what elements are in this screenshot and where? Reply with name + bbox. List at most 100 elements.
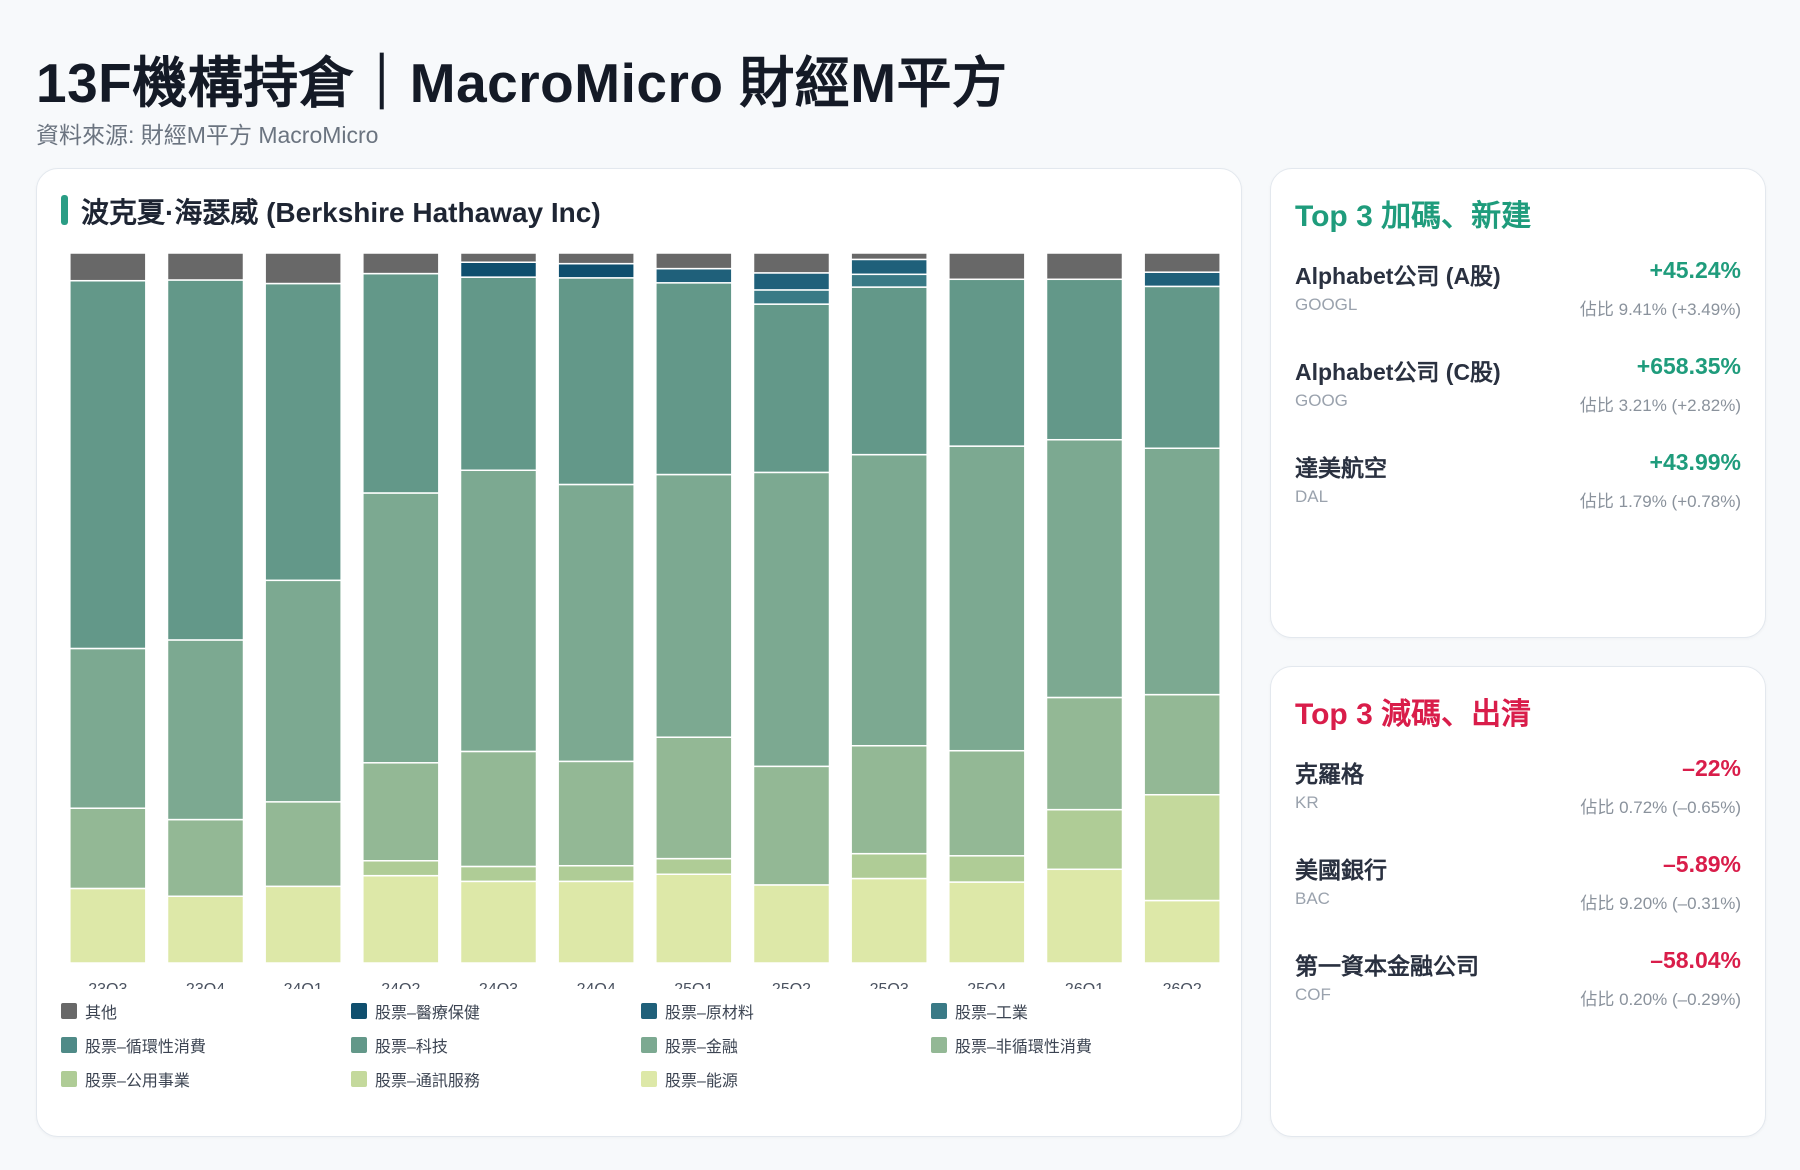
legend-item[interactable]: 股票–能源	[641, 1069, 931, 1090]
bar-segment[interactable]	[557, 277, 635, 486]
bar-segment[interactable]	[655, 282, 733, 476]
bar-segment[interactable]	[752, 471, 831, 768]
bar-segment[interactable]	[69, 252, 147, 282]
bar-segment[interactable]	[166, 895, 245, 964]
bar-segment[interactable]	[1045, 278, 1124, 441]
bar-segment[interactable]	[752, 303, 831, 474]
legend-item[interactable]: 股票–非循環性消費	[931, 1035, 1221, 1056]
bar-segment[interactable]	[362, 860, 440, 877]
bar-stack-26Q2[interactable]	[1143, 252, 1221, 964]
bar-segment[interactable]	[1045, 696, 1124, 811]
bar-stack-25Q2[interactable]	[752, 252, 831, 964]
bar-segment[interactable]	[459, 261, 538, 278]
bar-segment[interactable]	[850, 273, 928, 288]
holding-row[interactable]: Alphabet公司 (C股) +658.35% GOOG 佔比 3.21% (…	[1295, 353, 1741, 419]
bar-segment[interactable]	[557, 262, 635, 279]
bar-segment[interactable]	[948, 881, 1026, 964]
bar-segment[interactable]	[655, 873, 733, 964]
bar-segment[interactable]	[557, 760, 635, 867]
bar-segment[interactable]	[655, 267, 733, 284]
bar-stack-24Q2[interactable]	[362, 252, 440, 964]
bar-segment[interactable]	[1045, 808, 1124, 871]
bar-segment[interactable]	[752, 765, 831, 886]
legend-item[interactable]: 股票–通訊服務	[351, 1069, 641, 1090]
bar-segment[interactable]	[1143, 793, 1221, 902]
bar-segment[interactable]	[459, 252, 538, 263]
bar-segment[interactable]	[264, 252, 342, 285]
bar-segment[interactable]	[362, 272, 440, 494]
bar-segment[interactable]	[850, 852, 928, 880]
legend-item[interactable]: 股票–科技	[351, 1035, 641, 1056]
holding-row[interactable]: 克羅格 –22% KR 佔比 0.72% (–0.65%)	[1295, 755, 1741, 821]
bar-segment[interactable]	[459, 865, 538, 883]
bar-segment[interactable]	[948, 855, 1026, 883]
bar-segment[interactable]	[1143, 271, 1221, 288]
bar-stack-24Q3[interactable]	[459, 252, 538, 964]
bar-segment[interactable]	[655, 857, 733, 876]
bar-segment[interactable]	[655, 473, 733, 738]
bar-segment[interactable]	[557, 483, 635, 763]
bar-segment[interactable]	[948, 749, 1026, 857]
bar-segment[interactable]	[1143, 252, 1221, 273]
bar-segment[interactable]	[557, 252, 635, 265]
bar-segment[interactable]	[752, 884, 831, 964]
bar-stack-24Q4[interactable]	[557, 252, 635, 964]
legend-item[interactable]: 其他	[61, 1001, 351, 1022]
legend-item[interactable]: 股票–公用事業	[61, 1069, 351, 1090]
bar-segment[interactable]	[69, 887, 147, 964]
bar-segment[interactable]	[655, 252, 733, 270]
bar-segment[interactable]	[1143, 285, 1221, 450]
bar-segment[interactable]	[69, 807, 147, 890]
legend-item[interactable]: 股票–原材料	[641, 1001, 931, 1022]
bar-segment[interactable]	[264, 282, 342, 582]
bar-segment[interactable]	[1143, 899, 1221, 964]
legend-item[interactable]: 股票–循環性消費	[61, 1035, 351, 1056]
bar-segment[interactable]	[1045, 252, 1124, 281]
bar-segment[interactable]	[459, 750, 538, 868]
bar-stack-23Q3[interactable]	[69, 252, 147, 964]
bar-segment[interactable]	[1045, 438, 1124, 699]
legend-item[interactable]: 股票–醫療保健	[351, 1001, 641, 1022]
bar-segment[interactable]	[752, 252, 831, 274]
bar-stack-24Q1[interactable]	[264, 252, 342, 964]
bar-segment[interactable]	[166, 818, 245, 898]
bar-segment[interactable]	[557, 864, 635, 883]
bar-segment[interactable]	[1045, 868, 1124, 964]
bar-segment[interactable]	[557, 880, 635, 964]
bar-segment[interactable]	[850, 286, 928, 456]
bar-segment[interactable]	[362, 252, 440, 275]
bar-segment[interactable]	[362, 762, 440, 862]
bar-segment[interactable]	[948, 278, 1026, 447]
bar-segment[interactable]	[850, 744, 928, 855]
bar-segment[interactable]	[362, 492, 440, 764]
bar-segment[interactable]	[264, 885, 342, 964]
holding-row[interactable]: 達美航空 +43.99% DAL 佔比 1.79% (+0.78%)	[1295, 449, 1741, 515]
bar-segment[interactable]	[362, 874, 440, 964]
holding-row[interactable]: Alphabet公司 (A股) +45.24% GOOGL 佔比 9.41% (…	[1295, 257, 1741, 323]
bar-segment[interactable]	[69, 279, 147, 650]
bar-segment[interactable]	[752, 289, 831, 305]
bar-segment[interactable]	[850, 453, 928, 747]
bar-stack-23Q4[interactable]	[166, 252, 245, 964]
bar-segment[interactable]	[948, 445, 1026, 752]
bar-segment[interactable]	[1143, 693, 1221, 796]
bar-segment[interactable]	[69, 647, 147, 809]
bar-segment[interactable]	[264, 801, 342, 888]
holding-row[interactable]: 第一資本金融公司 –58.04% COF 佔比 0.20% (–0.29%)	[1295, 947, 1741, 1013]
bar-segment[interactable]	[1143, 447, 1221, 696]
bar-segment[interactable]	[166, 639, 245, 821]
bar-segment[interactable]	[850, 877, 928, 964]
bar-segment[interactable]	[850, 258, 928, 276]
bar-segment[interactable]	[948, 252, 1026, 281]
holding-row[interactable]: 美國銀行 –5.89% BAC 佔比 9.20% (–0.31%)	[1295, 851, 1741, 917]
bar-segment[interactable]	[459, 469, 538, 753]
bar-segment[interactable]	[752, 272, 831, 291]
bar-segment[interactable]	[459, 880, 538, 964]
bar-stack-25Q3[interactable]	[850, 252, 928, 964]
bar-segment[interactable]	[850, 252, 928, 261]
bar-stack-25Q1[interactable]	[655, 252, 733, 964]
bar-stack-26Q1[interactable]	[1045, 252, 1124, 964]
bar-stack-25Q4[interactable]	[948, 252, 1026, 964]
legend-item[interactable]: 股票–工業	[931, 1001, 1221, 1022]
legend-item[interactable]: 股票–金融	[641, 1035, 931, 1056]
